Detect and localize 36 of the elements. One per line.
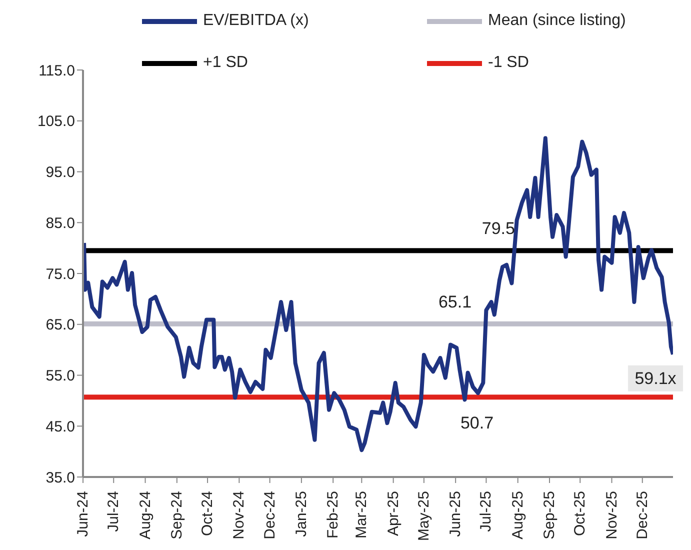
annotation: 65.1 [438,292,472,312]
y-tick-label: 95.0 [46,164,75,182]
x-tick-label: Feb-25 [324,491,342,539]
x-tick-label: May-25 [415,491,432,542]
x-tick-label: Jun-25 [447,491,464,537]
x-tick-label: Jun-24 [74,491,92,537]
x-tick-label: Oct-25 [572,491,589,536]
x-tick-label: Aug-24 [136,491,154,540]
y-tick-label: 45.0 [46,418,75,436]
y-tick-label: 105.0 [37,113,75,130]
x-tick-label: Dec-24 [261,491,278,540]
x-tick-label: Apr-25 [384,491,402,536]
x-tick-label: Mar-25 [353,491,370,539]
x-tick-label: Sep-24 [168,491,186,540]
x-tick-label: Jul-25 [478,491,495,532]
x-tick-label: Jul-24 [105,491,122,532]
y-tick-label: 115.0 [38,62,75,80]
x-tick-label: Oct-24 [199,491,216,536]
x-tick-label: Dec-25 [634,491,651,540]
x-tick-label: Sep-25 [540,491,558,540]
x-tick-label: Nov-24 [230,491,248,540]
x-tick-label: Jan-25 [292,491,310,537]
x-tick-label: Nov-25 [603,491,620,540]
y-tick-label: 55.0 [46,368,75,385]
y-tick-label: 85.0 [46,214,75,232]
legend-label: Mean (since listing) [488,12,626,30]
annotation: 79.5 [482,219,515,238]
y-tick-label: 75.0 [46,266,75,283]
legend-label: EV/EBITDA (x) [203,12,309,30]
y-tick-label: 65.0 [46,316,75,334]
y-tick-label: 35.0 [46,469,75,486]
annotation: 59.1x [634,368,677,388]
annotation: 50.7 [460,414,494,433]
legend-label: -1 SD [488,54,529,72]
x-tick-label: Aug-25 [509,491,526,540]
legend-label: +1 SD [203,54,248,72]
